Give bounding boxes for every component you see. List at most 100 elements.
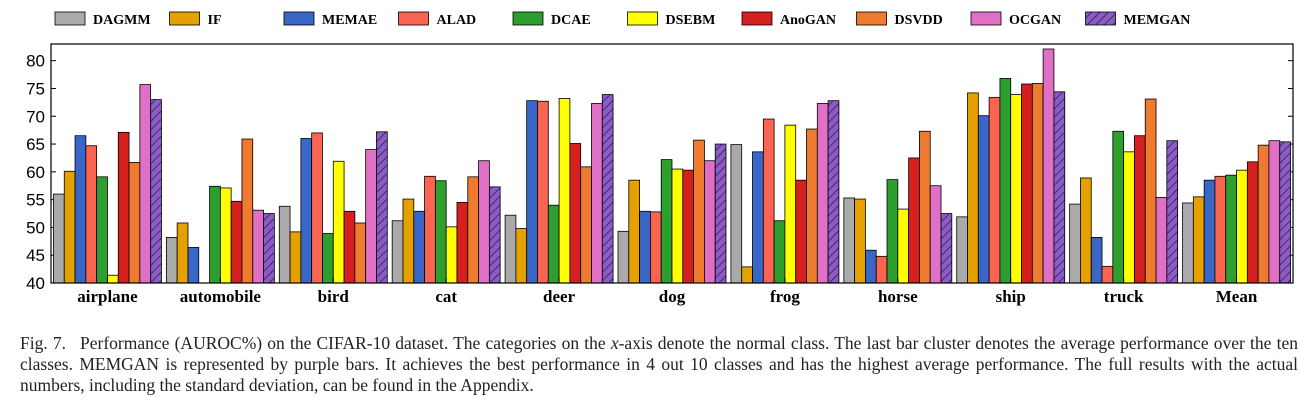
- caption-axis-variable: x: [610, 333, 619, 353]
- bar-memae-frog: [752, 151, 764, 284]
- y-tick-label: 40: [26, 274, 45, 293]
- bar-dagmm-airplane: [53, 193, 65, 284]
- bar-ocgan-deer: [591, 103, 603, 284]
- plot-frame: [50, 43, 1294, 284]
- bar-ocgan-dog: [704, 160, 716, 284]
- bar-memae-dog: [639, 210, 651, 284]
- bar-ocgan-ship: [1042, 48, 1055, 284]
- bar-dsebm-truck: [1123, 151, 1135, 284]
- bar-dagmm-frog: [730, 144, 743, 284]
- bar-dsvdd-automobile: [241, 138, 254, 284]
- y-tick-label: 50: [26, 218, 45, 237]
- legend-swatch-dsvdd: [856, 11, 887, 26]
- legend-swatch-dcae: [512, 11, 544, 26]
- bar-alad-ship: [988, 96, 1001, 284]
- bar-anogan-horse: [908, 157, 920, 284]
- bar-alad-airplane: [85, 145, 98, 284]
- legend-label-ocgan: OCGAN: [1009, 13, 1061, 28]
- legend-swatch-ocgan: [970, 11, 1002, 26]
- bar-anogan-automobile: [230, 200, 243, 284]
- bar-dsebm-automobile: [219, 187, 232, 284]
- bar-dsvdd-airplane: [128, 161, 141, 284]
- x-tick-label: truck: [1104, 287, 1144, 306]
- legend-label-memae: MEMAE: [322, 13, 377, 28]
- bar-alad-cat: [424, 175, 436, 284]
- legend-label-memgan: MEMGAN: [1124, 13, 1191, 28]
- bar-memgan-cat: [488, 186, 501, 284]
- x-tick-label: Mean: [1216, 287, 1258, 306]
- bar-ocgan-bird: [365, 149, 377, 284]
- bar-memgan-frog: [827, 100, 840, 284]
- bar-if-automobile: [176, 222, 189, 284]
- legend-label-dsvdd: DSVDD: [895, 13, 943, 28]
- bar-chart: DAGMM IF MEMAE ALAD DCAE DSEBM AnoGAN DSVDD OCGA…: [26, 11, 1294, 306]
- bar-anogan-cat: [456, 202, 469, 284]
- bar-memgan-truck: [1166, 140, 1179, 284]
- bar-memgan-mean: [1279, 141, 1291, 284]
- bar-if-deer: [515, 228, 528, 284]
- bar-memgan-bird: [376, 131, 388, 284]
- bar-anogan-dog: [682, 169, 694, 284]
- bar-memae-deer: [526, 100, 538, 284]
- bar-memae-cat: [413, 210, 425, 284]
- bar-dagmm-horse: [843, 197, 856, 284]
- bar-dcae-truck: [1112, 130, 1125, 284]
- bar-memae-bird: [300, 138, 313, 284]
- bar-ocgan-frog: [816, 103, 829, 284]
- bar-dsebm-cat: [445, 226, 458, 284]
- bar-alad-frog: [762, 118, 775, 284]
- legend-swatch-dsebm: [627, 11, 658, 26]
- bar-alad-horse: [875, 255, 888, 284]
- bar-dsvdd-ship: [1031, 83, 1044, 284]
- bar-dcae-mean: [1225, 174, 1237, 284]
- bar-alad-mean: [1214, 175, 1227, 284]
- bar-dagmm-deer: [504, 214, 517, 284]
- y-tick-label: 65: [26, 135, 45, 154]
- x-tick-label: ship: [996, 287, 1026, 306]
- bar-ocgan-truck: [1155, 197, 1168, 284]
- bar-anogan-deer: [569, 143, 582, 284]
- bar-anogan-frog: [795, 179, 807, 284]
- figure-caption: Fig. 7. Performance (AUROC%) on the CIFAR…: [20, 333, 1298, 396]
- bar-dsvdd-deer: [580, 166, 592, 284]
- bar-dagmm-bird: [278, 205, 291, 284]
- x-axis: airplane automobile bird cat deer dog frog hors…: [77, 278, 1258, 306]
- bar-if-mean: [1192, 196, 1205, 284]
- bar-dcae-cat: [434, 180, 447, 284]
- x-tick-label: deer: [543, 287, 576, 306]
- bar-dagmm-dog: [617, 230, 630, 284]
- x-tick-label: dog: [659, 287, 686, 306]
- bar-anogan-mean: [1246, 161, 1259, 284]
- bar-if-truck: [1080, 177, 1092, 284]
- figure-number: Fig. 7.: [20, 333, 67, 353]
- bar-memae-mean: [1203, 179, 1216, 284]
- legend-swatch-memgan: [1085, 11, 1116, 26]
- y-tick-label: 70: [26, 107, 45, 126]
- bar-dagmm-cat: [391, 220, 404, 284]
- legend-label-alad: ALAD: [437, 13, 477, 28]
- bar-dsebm-ship: [1010, 94, 1022, 284]
- chart-legend: DAGMM IF MEMAE ALAD DCAE DSEBM AnoGAN DSVDD OCGA…: [54, 11, 1191, 28]
- x-tick-label: cat: [435, 287, 457, 306]
- legend-swatch-dagmm: [54, 11, 86, 26]
- bar-dcae-bird: [322, 233, 334, 284]
- bar-memae-ship: [977, 115, 990, 284]
- legend-label-if: IF: [208, 13, 222, 28]
- legend-label-dsebm: DSEBM: [666, 13, 716, 28]
- bar-dsebm-bird: [332, 160, 345, 284]
- y-tick-label: 45: [26, 246, 45, 265]
- bar-if-bird: [289, 231, 302, 284]
- y-tick-label: 55: [26, 191, 45, 210]
- bar-ocgan-automobile: [252, 209, 264, 284]
- bar-dsvdd-dog: [693, 139, 705, 284]
- bar-dcae-airplane: [96, 176, 108, 284]
- legend-swatch-alad: [398, 11, 429, 26]
- bar-ocgan-horse: [929, 185, 942, 284]
- bar-dsvdd-mean: [1257, 144, 1270, 284]
- bar-dcae-dog: [660, 159, 673, 284]
- legend-swatch-anogan: [741, 11, 773, 26]
- bar-series-group: [53, 48, 1291, 284]
- bar-dcae-horse: [886, 179, 899, 284]
- x-tick-label: frog: [770, 287, 800, 306]
- bar-alad-bird: [311, 132, 323, 284]
